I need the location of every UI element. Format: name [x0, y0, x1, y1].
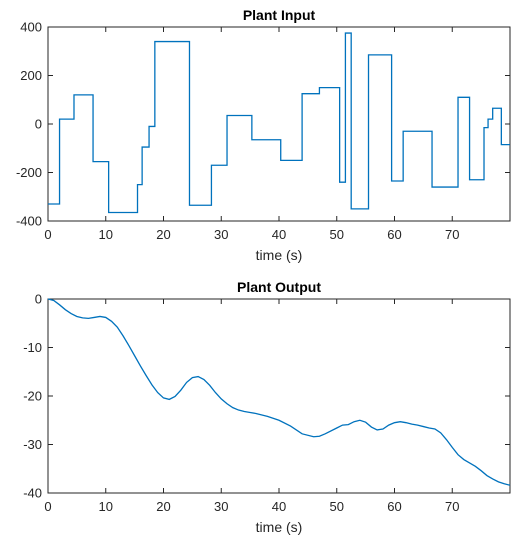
series-line — [48, 32, 510, 214]
y-tick-label: -20 — [23, 389, 42, 404]
x-axis-label: time (s) — [256, 247, 303, 263]
x-tick-label: 10 — [99, 499, 113, 514]
y-tick-label: -400 — [16, 214, 42, 229]
x-tick-label: 30 — [214, 499, 228, 514]
y-tick-label: 0 — [35, 117, 42, 132]
x-tick-label: 50 — [330, 499, 344, 514]
y-tick-label: -30 — [23, 437, 42, 452]
x-tick-label: 10 — [99, 227, 113, 242]
y-tick-label: -40 — [23, 486, 42, 501]
x-tick-label: 60 — [387, 499, 401, 514]
x-tick-label: 40 — [272, 227, 286, 242]
chart-title: Plant Input — [243, 7, 316, 23]
plot-area-box — [47, 26, 511, 222]
x-tick-label: 40 — [272, 499, 286, 514]
x-tick-label: 50 — [330, 227, 344, 242]
series-line — [47, 298, 511, 486]
x-tick-label: 70 — [445, 499, 459, 514]
x-tick-label: 60 — [387, 227, 401, 242]
chart-panel-1: Plant Input 0 10 20 30 40 50 60 70 -400 -200 0 200 40… — [16, 7, 511, 263]
y-tick-label: 400 — [20, 20, 42, 35]
x-tick-label: 30 — [214, 227, 228, 242]
x-axis-label: time (s) — [256, 519, 303, 535]
x-tick-label: 0 — [44, 227, 51, 242]
chart-title: Plant Output — [237, 279, 321, 295]
x-tick-label: 20 — [156, 499, 170, 514]
y-tick-label: 0 — [35, 292, 42, 307]
y-tick-label: -200 — [16, 165, 42, 180]
x-tick-label: 0 — [44, 499, 51, 514]
y-tick-label: -10 — [23, 340, 42, 355]
x-tick-label: 20 — [156, 227, 170, 242]
chart-panel-2: Plant Output 0 10 20 30 40 50 60 70 -40 -30 -20 -10 0… — [23, 279, 511, 535]
x-tick-label: 70 — [445, 227, 459, 242]
y-tick-label: 200 — [20, 68, 42, 83]
